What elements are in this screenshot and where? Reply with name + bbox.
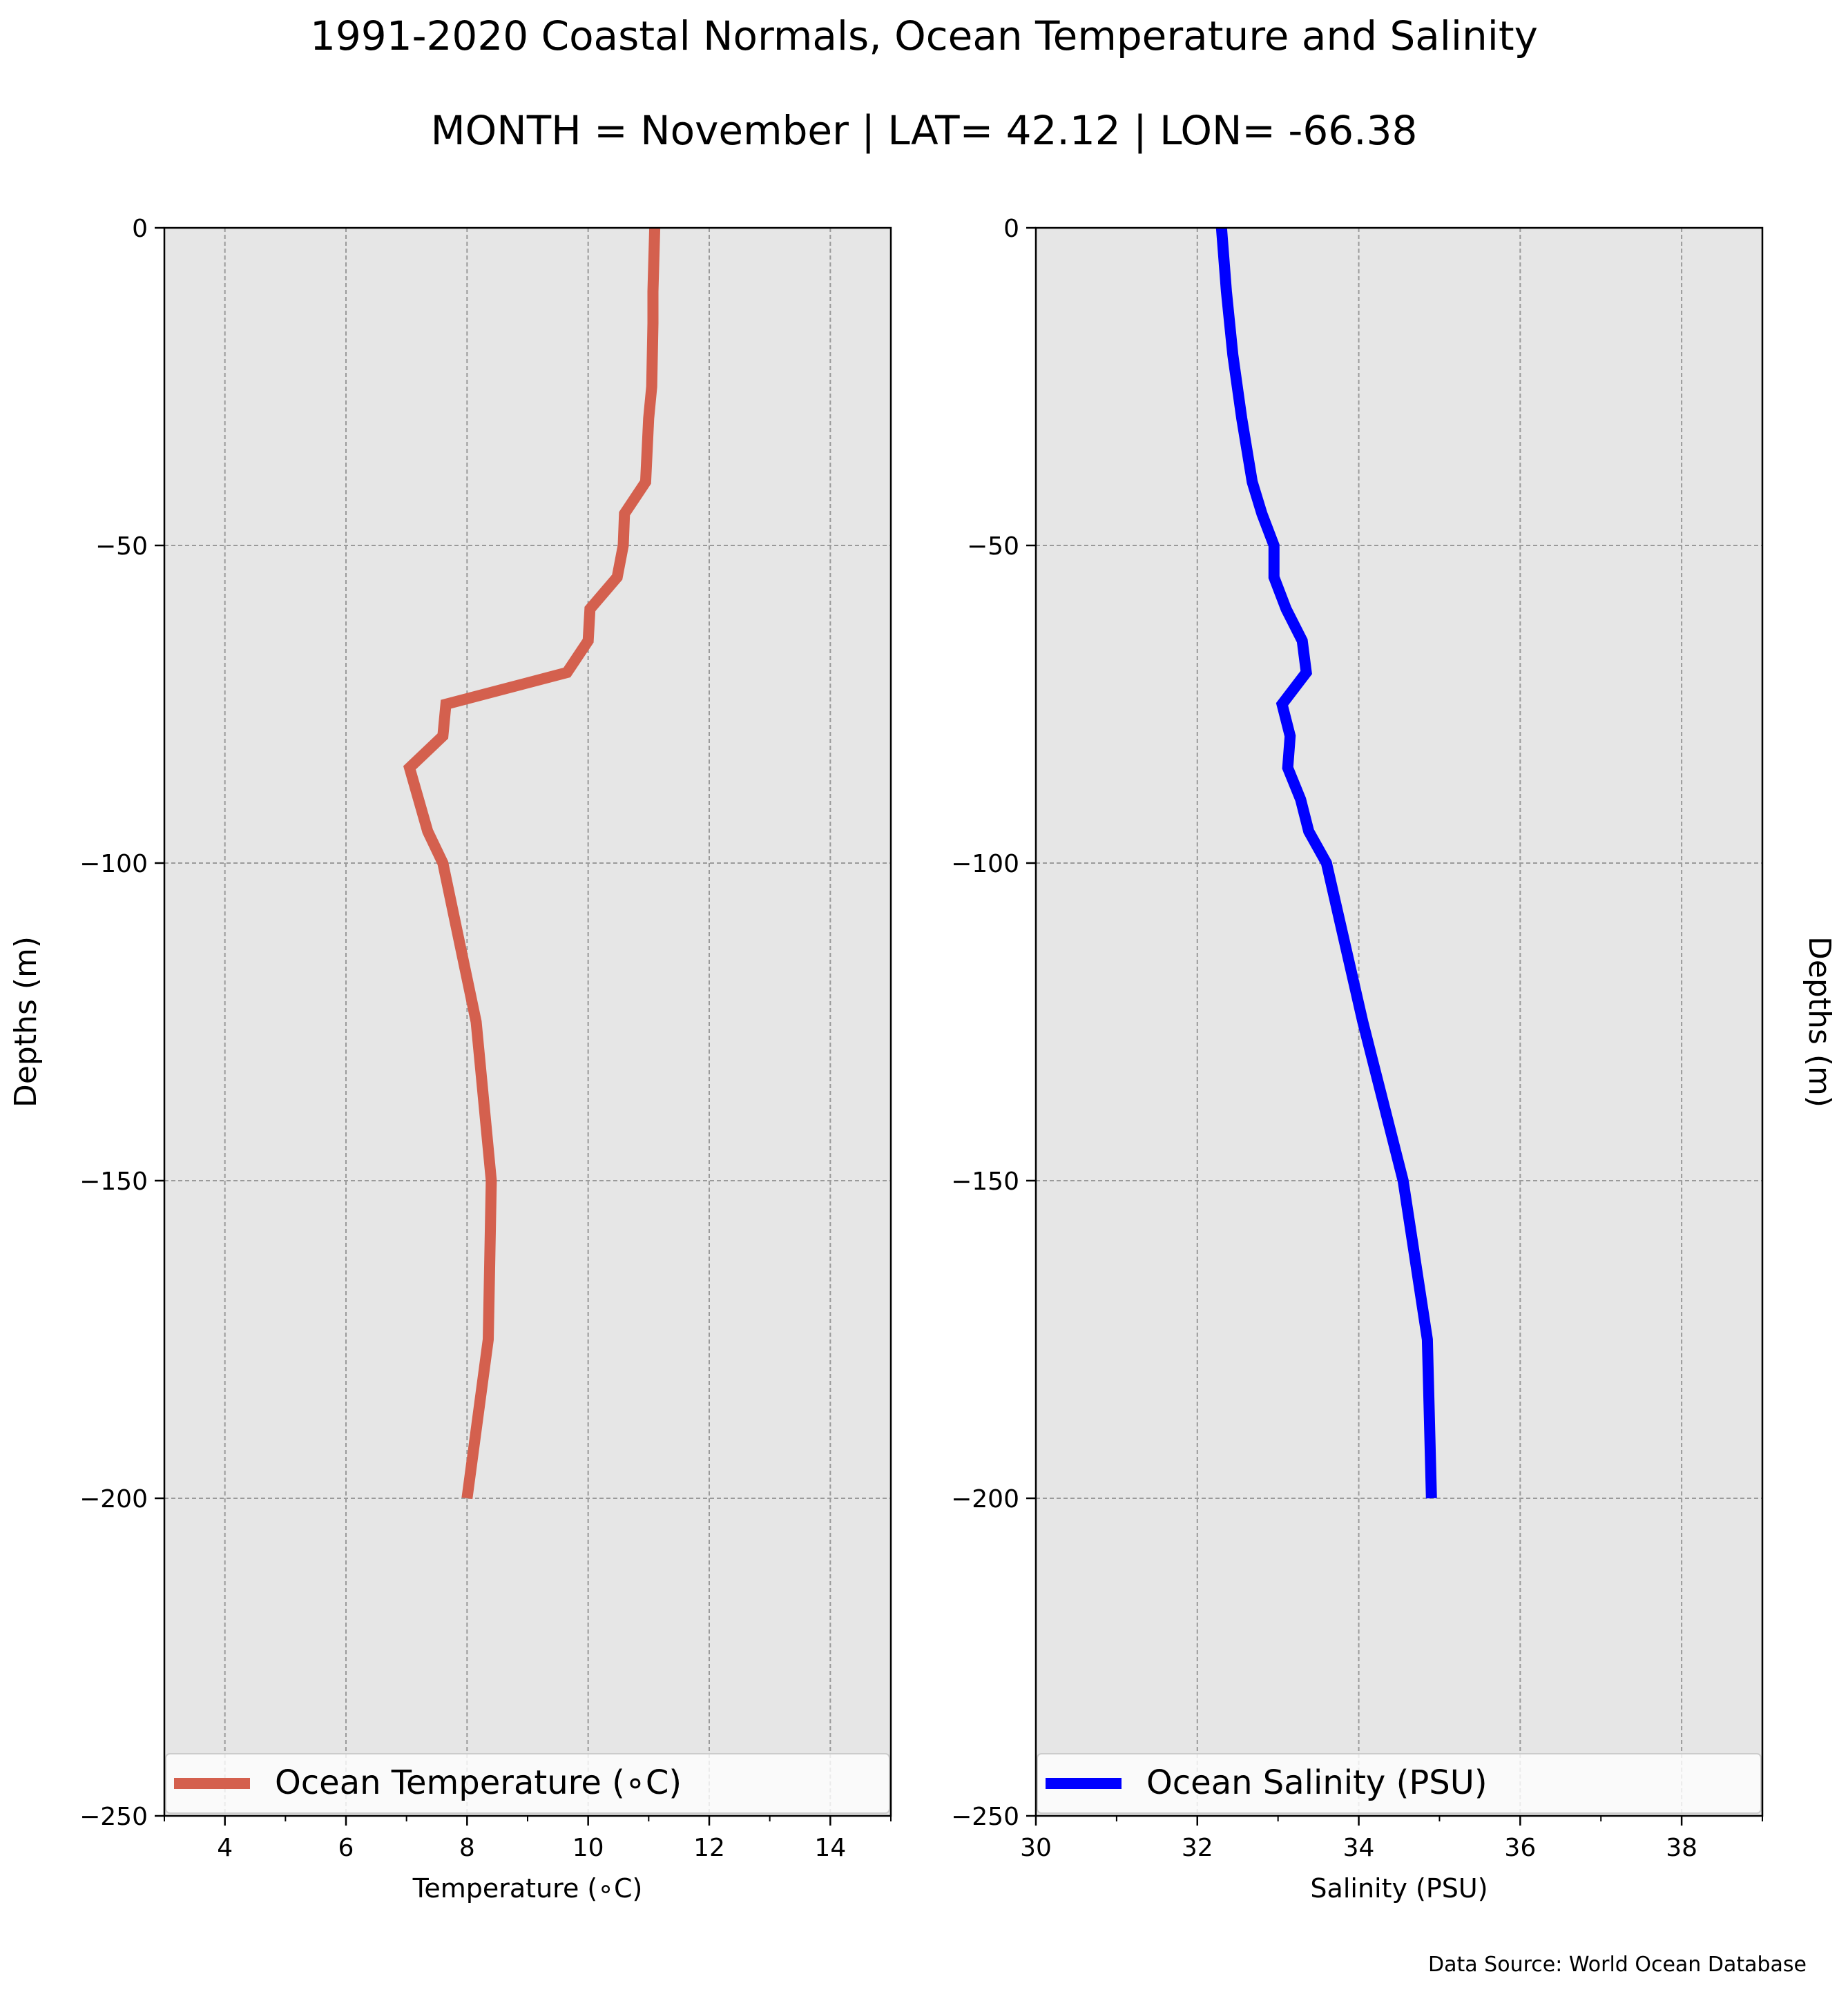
y-tick-label: −200 — [951, 1485, 1019, 1513]
chart-title: 1991-2020 Coastal Normals, Ocean Tempera… — [310, 12, 1538, 59]
y-tick-label: −100 — [79, 850, 148, 878]
y-axis-label: Depths (m) — [1802, 936, 1837, 1107]
legend-box — [165, 1753, 890, 1814]
y-tick-label: −250 — [79, 1803, 148, 1831]
x-axis-label: Temperature (∘C) — [412, 1873, 643, 1904]
y-tick-label: −100 — [951, 850, 1019, 878]
y-tick-label: 0 — [132, 215, 148, 243]
legend-label: Ocean Salinity (PSU) — [1146, 1763, 1488, 1802]
series-line-0-0 — [403, 227, 661, 1500]
x-tick-label: 6 — [338, 1834, 354, 1862]
x-tick-label: 32 — [1182, 1834, 1213, 1862]
plot-area-0 — [164, 228, 891, 1816]
y-tick-label: −150 — [79, 1168, 148, 1196]
x-tick-label: 38 — [1666, 1834, 1697, 1862]
x-tick-label: 14 — [814, 1834, 846, 1862]
x-axis-label: Salinity (PSU) — [1310, 1873, 1488, 1904]
y-tick-label: −150 — [951, 1168, 1019, 1196]
x-tick-label: 12 — [693, 1834, 725, 1862]
y-tick-label: −200 — [79, 1485, 148, 1513]
x-tick-label: 30 — [1020, 1834, 1052, 1862]
x-tick-label: 36 — [1504, 1834, 1536, 1862]
legend-box — [1037, 1753, 1762, 1814]
y-tick-label: −50 — [95, 532, 148, 561]
y-tick-label: −250 — [951, 1803, 1019, 1831]
axes-frame-1 — [1034, 226, 1764, 1817]
y-tick-label: 0 — [1003, 215, 1019, 243]
y-tick-label: −50 — [967, 532, 1019, 561]
data-source-note: Data Source: World Ocean Database — [1428, 1953, 1807, 1977]
plot-area-1 — [1036, 228, 1762, 1816]
x-tick-label: 34 — [1343, 1834, 1375, 1862]
x-tick-label: 4 — [217, 1834, 233, 1862]
series-line-1-0 — [1215, 227, 1437, 1499]
chart-subtitle: MONTH = November | LAT= 42.12 | LON= -66… — [430, 107, 1418, 154]
x-tick-label: 10 — [572, 1834, 604, 1862]
y-axis-label: Depths (m) — [8, 936, 44, 1107]
x-tick-label: 8 — [459, 1834, 475, 1862]
legend-label: Ocean Temperature (∘C) — [275, 1763, 682, 1802]
